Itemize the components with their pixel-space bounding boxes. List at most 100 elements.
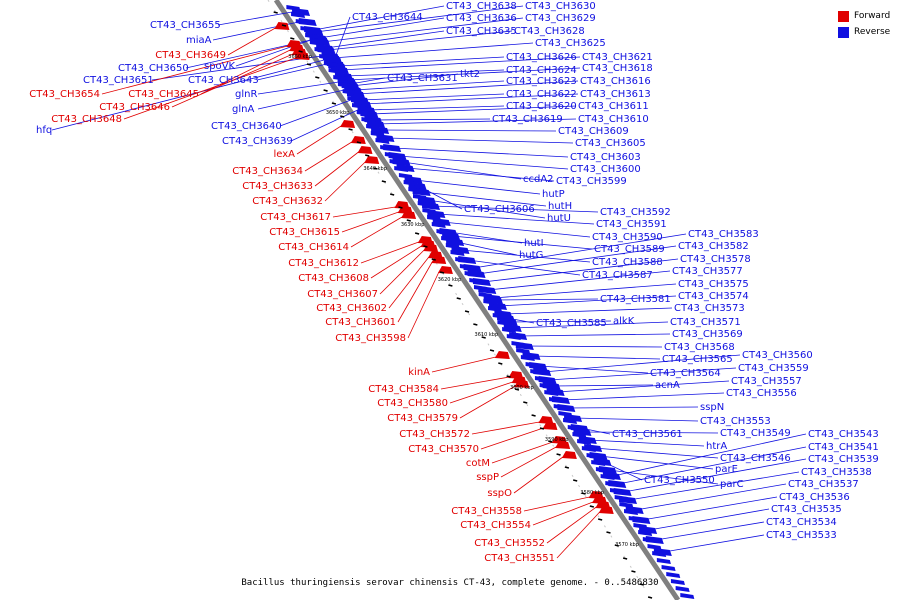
feature-dash [365, 154, 370, 157]
forward-leader-line [397, 261, 433, 323]
reverse-gene-label: hutH [548, 201, 572, 212]
reverse-gene-arrow [628, 516, 643, 522]
reverse-gene-arrow [342, 89, 357, 95]
reverse-leader-line [519, 333, 671, 337]
reverse-gene-arrow [422, 208, 437, 214]
reverse-gene-label: CT43_CH3578 [680, 254, 751, 265]
reverse-leader-line [552, 384, 654, 387]
reverse-gene-arrow [638, 530, 653, 536]
reverse-gene-arrow [670, 579, 685, 585]
reverse-gene-label: CT43_CH3546 [720, 453, 791, 464]
reverse-gene-label: CT43_CH3590 [592, 232, 663, 243]
forward-gene-arrow [598, 506, 614, 514]
reverse-gene-label: CT43_CH3651 [83, 75, 154, 86]
reverse-gene-arrow [398, 173, 413, 179]
reverse-leader-line [628, 471, 800, 501]
reverse-leader-line [493, 283, 677, 299]
forward-gene-arrow [561, 451, 577, 459]
forward-gene-label: CT43_CH3648 [51, 114, 122, 125]
reverse-gene-arrow [361, 117, 376, 123]
reverse-gene-arrow [572, 432, 587, 438]
forward-gene-label: CT43_CH3551 [484, 553, 555, 564]
forward-gene-arrow [431, 256, 447, 264]
reverse-gene-label: CT43_CH3533 [766, 530, 837, 541]
reverse-gene-arrow [403, 180, 418, 186]
reverse-leader-line [473, 233, 687, 269]
reverse-gene-label: parE [715, 464, 738, 475]
reverse-gene-label: CT43_CH3561 [612, 429, 683, 440]
reverse-gene-label: CT43_CH3541 [808, 442, 879, 453]
reverse-gene-label: CT43_CH3636 [446, 13, 517, 24]
legend-item-reverse: Reverse [838, 24, 890, 40]
feature-dash [506, 375, 511, 378]
forward-leader-line [341, 211, 399, 233]
forward-gene-arrow [364, 156, 380, 164]
forward-gene-label: CT43_CH3579 [387, 413, 458, 424]
reverse-gene-arrow [300, 26, 315, 32]
reverse-gene-label: CT43_CH3556 [726, 388, 797, 399]
kbp-tick-label: 3580 kbp [580, 490, 604, 496]
reverse-leader-line [432, 205, 599, 213]
reverse-gene-arrow [581, 446, 596, 452]
reverse-leader-line [599, 455, 714, 470]
reverse-gene-arrow [366, 124, 381, 130]
forward-gene-arrows [273, 11, 653, 599]
reverse-leader-line [414, 179, 541, 195]
feature-dash [564, 466, 570, 469]
reverse-gene-label: sspN [700, 402, 724, 413]
forward-gene-arrow [542, 422, 558, 430]
reverse-leader-line [488, 270, 671, 291]
reverse-gene-arrow [319, 54, 334, 60]
reverse-gene-label: tkt2 [460, 69, 480, 80]
reverse-gene-arrow [567, 425, 582, 431]
reverse-leader-line [279, 99, 352, 127]
reverse-gene-label: CT43_CH3638 [446, 1, 517, 12]
reverse-leader-line [319, 17, 445, 39]
forward-gene-label: CT43_CH3649 [155, 50, 226, 61]
feature-dash [606, 531, 611, 534]
reverse-gene-label: htrA [706, 441, 727, 452]
reverse-gene-arrow [431, 222, 446, 228]
reverse-leader-line [257, 81, 339, 95]
reverse-gene-label: CT43_CH3536 [779, 492, 850, 503]
reverse-leader-line [513, 321, 669, 329]
reverse-leader-line [543, 354, 741, 373]
reverse-gene-label: CT43_CH3543 [808, 429, 879, 440]
reverse-gene-label: CT43_CH3592 [600, 207, 671, 218]
reverse-gene-arrow [642, 537, 657, 543]
reverse-leader-line [315, 5, 524, 33]
reverse-gene-arrow [558, 411, 573, 417]
reverse-gene-label: CT43_CH3619 [492, 114, 563, 125]
forward-gene-arrow [423, 244, 439, 252]
reverse-gene-arrow [577, 439, 592, 445]
reverse-gene-label: CT43_CH3611 [578, 101, 649, 112]
reverse-gene-arrows [286, 5, 695, 599]
reverse-gene-arrow [441, 236, 456, 242]
reverse-leader-line [422, 191, 547, 207]
reverse-gene-label: CT43_CH3623 [506, 76, 577, 87]
forward-gene-label: CT43_CH3645 [128, 89, 199, 100]
forward-leader-line [360, 241, 419, 264]
feature-dash [489, 349, 495, 352]
reverse-gene-label: CT43_CH3618 [582, 63, 653, 74]
feature-dash [464, 310, 470, 313]
reverse-gene-arrow [619, 502, 634, 508]
forward-gene-arrow [340, 120, 356, 128]
reverse-leader-line [623, 458, 807, 493]
reverse-gene-arrow [464, 271, 479, 277]
reverse-gene-arrow [553, 404, 568, 410]
reverse-leader-line [561, 392, 725, 401]
forward-gene-label: CT43_CH3633 [242, 181, 313, 192]
forward-gene-arrow [294, 52, 310, 60]
forward-leader-line [388, 256, 430, 309]
reverse-gene-label: CT43_CH3622 [506, 89, 577, 100]
reverse-leader-line [635, 483, 787, 511]
reverse-gene-label: CT43_CH3568 [664, 342, 735, 353]
reverse-leader-line [290, 109, 358, 142]
forward-gene-label: CT43_CH3602 [316, 303, 387, 314]
reverse-gene-arrow [483, 299, 498, 305]
reverse-leader-lines [51, 5, 807, 553]
forward-gene-label: CT43_CH3572 [399, 429, 470, 440]
forward-gene-label: CT43_CH3598 [335, 333, 406, 344]
reverse-leader-line [504, 307, 673, 315]
